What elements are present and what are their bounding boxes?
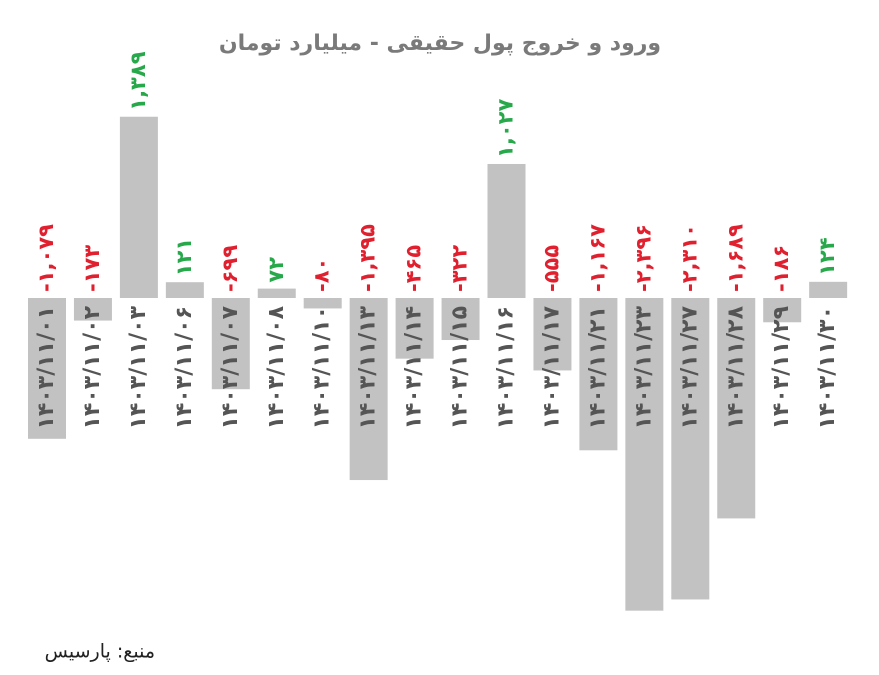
x-tick-label: ۱۴۰۳/۱۱/۰۶ (172, 306, 197, 430)
value-label: -۸۰ (310, 258, 334, 292)
x-tick-label: ۱۴۰۳/۱۱/۱۰ (310, 306, 335, 430)
value-label: -۲,۳۹۶ (631, 224, 655, 292)
value-label: -۴۶۵ (402, 245, 426, 292)
bar (487, 163, 526, 298)
value-label: -۵۵۵ (539, 245, 563, 292)
x-tick-label: ۱۴۰۳/۱۱/۱۶ (494, 306, 519, 430)
bar (303, 298, 342, 309)
value-label: -۱,۶۸۹ (723, 224, 747, 292)
source-note: منبع: پارسیس (45, 641, 155, 663)
x-tick-label: ۱۴۰۳/۱۱/۲۹ (769, 306, 794, 430)
x-tick-label: ۱۴۰۳/۱۱/۱۳ (356, 305, 381, 429)
bar (119, 116, 158, 298)
x-tick-label: ۱۴۰۳/۱۱/۰۱ (34, 306, 59, 430)
chart-title: ورود و خروج پول حقیقی - میلیارد تومان (219, 31, 661, 56)
bar (717, 298, 756, 519)
bar (165, 282, 204, 298)
value-label: ۷۲ (264, 257, 288, 283)
x-tick-label: ۱۴۰۳/۱۱/۰۲ (80, 305, 105, 429)
value-label: ۱,۰۲۷ (494, 99, 518, 158)
x-tick-label: ۱۴۰۳/۱۱/۰۸ (264, 305, 289, 429)
value-label: -۱,۱۶۷ (585, 224, 609, 292)
bar (349, 298, 388, 481)
value-label: -۲,۳۱۰ (677, 224, 701, 292)
bar (28, 298, 66, 439)
x-tick-label: ۱۴۰۳/۱۱/۲۷ (677, 305, 702, 429)
value-label: -۳۲۲ (448, 245, 472, 292)
value-label: ۱۲۴ (815, 237, 839, 276)
bar (809, 281, 848, 298)
bar (579, 298, 618, 451)
bar (533, 298, 572, 371)
x-tick-label: ۱۴۰۳/۱۱/۱۵ (448, 306, 473, 430)
x-tick-label: ۱۴۰۳/۱۱/۲۸ (723, 305, 748, 429)
value-label: -۱۷۳ (80, 245, 104, 292)
bar (395, 298, 434, 359)
value-label: ۱۲۱ (172, 238, 196, 276)
value-label: -۱۸۶ (769, 245, 793, 292)
value-label: -۱,۰۷۹ (34, 224, 58, 292)
x-tick-label: ۱۴۰۳/۱۱/۰۷ (218, 305, 243, 429)
x-tick-label: ۱۴۰۳/۱۱/۱۷ (539, 305, 564, 429)
value-label: ۱,۳۸۹ (126, 51, 150, 110)
bar (211, 298, 250, 390)
bar (625, 298, 664, 611)
x-tick-label: ۱۴۰۳/۱۱/۲۱ (585, 306, 610, 430)
x-tick-label: ۱۴۰۳/۱۱/۰۳ (126, 305, 151, 429)
bar (763, 298, 802, 323)
value-label: -۶۹۹ (218, 245, 242, 292)
x-tick-label: ۱۴۰۳/۱۱/۱۴ (402, 306, 427, 430)
bar (257, 288, 296, 298)
x-tick-label: ۱۴۰۳/۱۱/۲۳ (631, 305, 656, 429)
value-label: -۱,۳۹۵ (356, 224, 380, 292)
bar (73, 298, 112, 321)
bar (671, 298, 710, 600)
x-tick-label: ۱۴۰۳/۱۱/۳۰ (815, 306, 840, 430)
bar (441, 298, 480, 341)
